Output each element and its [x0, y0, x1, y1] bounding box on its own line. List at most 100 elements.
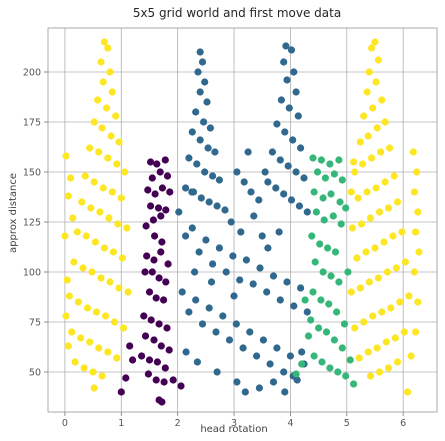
- scatter-point: [178, 288, 186, 296]
- scatter-point: [414, 208, 422, 216]
- scatter-point: [89, 368, 97, 376]
- scatter-point: [249, 280, 257, 288]
- scatter-point: [95, 148, 103, 156]
- scatter-point: [407, 352, 415, 360]
- scatter-point: [354, 194, 362, 202]
- scatter-point: [363, 188, 371, 196]
- scatter-point: [103, 104, 111, 112]
- scatter-point: [327, 272, 335, 280]
- scatter-point: [311, 258, 319, 266]
- scatter-point: [150, 336, 158, 344]
- scatter-point: [219, 312, 227, 320]
- scatter-point: [273, 344, 281, 352]
- scatter-point: [295, 202, 303, 210]
- scatter-point: [158, 398, 166, 406]
- scatter-point: [281, 128, 289, 136]
- scatter-point: [222, 268, 230, 276]
- scatter-point: [188, 128, 196, 136]
- scatter-point: [247, 188, 255, 196]
- scatter-point: [154, 204, 163, 212]
- y-tick-label: 150: [23, 168, 41, 179]
- scatter-point: [348, 224, 356, 232]
- scatter-point: [200, 118, 208, 126]
- scatter-point: [141, 268, 149, 276]
- scatter-point: [160, 378, 168, 386]
- scatter-point: [409, 148, 417, 156]
- scatter-point: [108, 188, 116, 196]
- scatter-point: [83, 304, 92, 312]
- scatter-point: [201, 168, 209, 176]
- scatter-point: [92, 308, 101, 316]
- scatter-point: [100, 38, 108, 46]
- scatter-point: [221, 206, 229, 214]
- scatter-point: [163, 172, 172, 180]
- scatter-point: [371, 38, 379, 46]
- scatter-point: [209, 260, 217, 268]
- scatter-point: [236, 276, 244, 284]
- scatter-point: [350, 380, 358, 388]
- y-tick-label: 200: [23, 68, 41, 79]
- scatter-point: [67, 174, 75, 182]
- scatter-point: [113, 160, 121, 168]
- scatter-point: [272, 184, 280, 192]
- scatter-point: [188, 224, 196, 232]
- scatter-point: [372, 78, 380, 86]
- scatter-point: [316, 240, 324, 248]
- scatter-point: [287, 46, 296, 54]
- scatter-point: [366, 372, 375, 380]
- scatter-point: [141, 332, 150, 340]
- scatter-point: [391, 334, 399, 342]
- scatter-point: [215, 176, 223, 184]
- scatter-point: [225, 336, 234, 344]
- x-axis: 0 1 2 3 4 5 6: [62, 412, 406, 429]
- scatter-point: [389, 232, 397, 240]
- scatter-point: [152, 294, 160, 302]
- scatter-point: [140, 312, 148, 320]
- scatter-point: [364, 348, 372, 356]
- scatter-point: [283, 76, 291, 84]
- scatter-point: [117, 388, 125, 396]
- scatter-point: [326, 160, 334, 168]
- scatter-point: [100, 244, 108, 252]
- scatter-point: [264, 178, 272, 186]
- scatter-point: [198, 320, 207, 328]
- scatter-point: [124, 288, 132, 296]
- scatter-point: [198, 58, 207, 66]
- scatter-point: [203, 98, 211, 106]
- scatter-point: [368, 154, 376, 162]
- scatter-point: [327, 190, 335, 198]
- scatter-point: [390, 172, 398, 180]
- scatter-point: [297, 284, 305, 292]
- scatter-point: [193, 160, 201, 168]
- scatter-point: [177, 382, 185, 390]
- scatter-point: [68, 328, 76, 336]
- scatter-point: [253, 352, 261, 360]
- scatter-point: [378, 96, 386, 104]
- scatter-point: [99, 78, 107, 86]
- scatter-point: [90, 118, 98, 126]
- scatter-point: [283, 278, 291, 286]
- scatter-point: [377, 148, 385, 156]
- scatter-point: [308, 232, 316, 240]
- scatter-point: [213, 202, 221, 210]
- scatter-point: [147, 316, 155, 324]
- scatter-point: [387, 304, 395, 312]
- scatter-point: [404, 388, 412, 396]
- scatter-point: [188, 188, 196, 196]
- scatter-point: [191, 268, 199, 276]
- scatter-point: [368, 44, 376, 52]
- scatter-point: [79, 264, 87, 272]
- scatter-point: [161, 364, 169, 372]
- plot-area: [47, 27, 438, 413]
- scatter-point: [211, 148, 219, 156]
- scatter-point: [375, 208, 384, 216]
- y-axis: 50 75 100 125 150 175 200: [23, 68, 48, 379]
- scatter-point: [356, 284, 364, 292]
- scatter-point: [213, 368, 221, 376]
- scatter-point: [107, 132, 115, 140]
- scatter-point: [373, 344, 381, 352]
- scatter-point: [294, 112, 302, 120]
- scatter-point: [309, 288, 317, 296]
- x-tick-label: 0: [62, 418, 68, 429]
- scatter-point: [269, 378, 278, 386]
